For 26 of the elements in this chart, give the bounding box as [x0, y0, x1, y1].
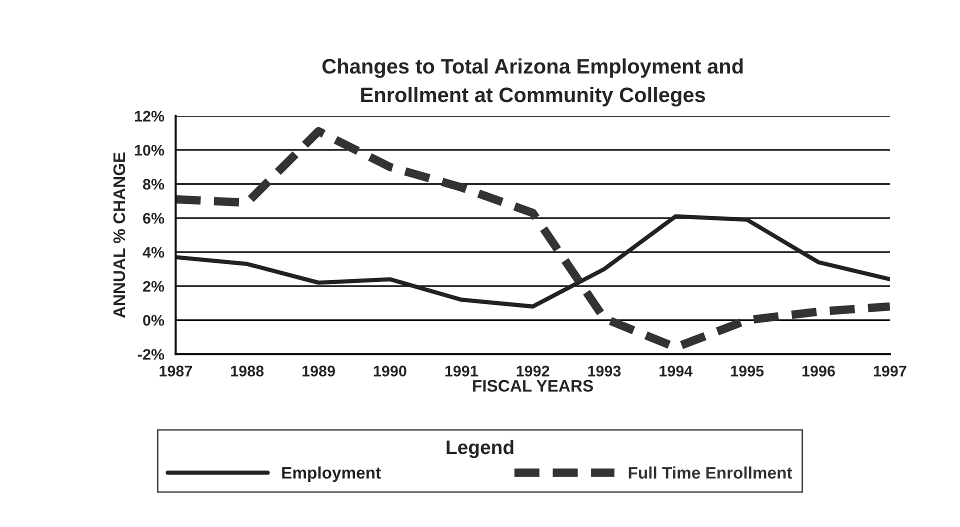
- x-tick-label: 1990: [374, 366, 406, 376]
- y-tick-label: 2%: [143, 280, 164, 292]
- x-tick-label: 1991: [445, 366, 478, 376]
- y-tick-label: 6%: [143, 212, 164, 224]
- x-tick-label: 1996: [802, 366, 835, 376]
- text: Full Time Enrollment: [628, 466, 792, 479]
- y-tick-label: 10%: [134, 144, 164, 156]
- x-axis-title: FISCAL YEARS: [473, 380, 593, 392]
- x-tick-label: 1987: [160, 366, 192, 376]
- chart-title: Changes to Total Arizona Employment and Enrollment at Community Colleges: [322, 58, 743, 106]
- x-tick-label: 1988: [231, 366, 264, 376]
- y-tick-label: 4%: [142, 246, 164, 258]
- line-series: [176, 214, 890, 309]
- y-tick-label: 12%: [134, 110, 164, 122]
- y-tick-label: 8%: [142, 178, 164, 190]
- x-tick-label: 1993: [588, 366, 621, 376]
- legend-title: Legend: [446, 440, 514, 458]
- x-tick-label: 1997: [874, 366, 906, 376]
- x-tick-label: 1989: [302, 366, 335, 376]
- y-axis-title: ANNUAL % CHANGE: [113, 152, 126, 318]
- x-tick-label: 1994: [660, 366, 693, 376]
- y-tick-label: -2%: [138, 349, 164, 360]
- y-tick-label: 0%: [143, 314, 164, 326]
- x-tick-label: 1992: [516, 366, 550, 376]
- x-tick-label: 1995: [731, 366, 764, 376]
- text: Employment: [282, 466, 381, 482]
